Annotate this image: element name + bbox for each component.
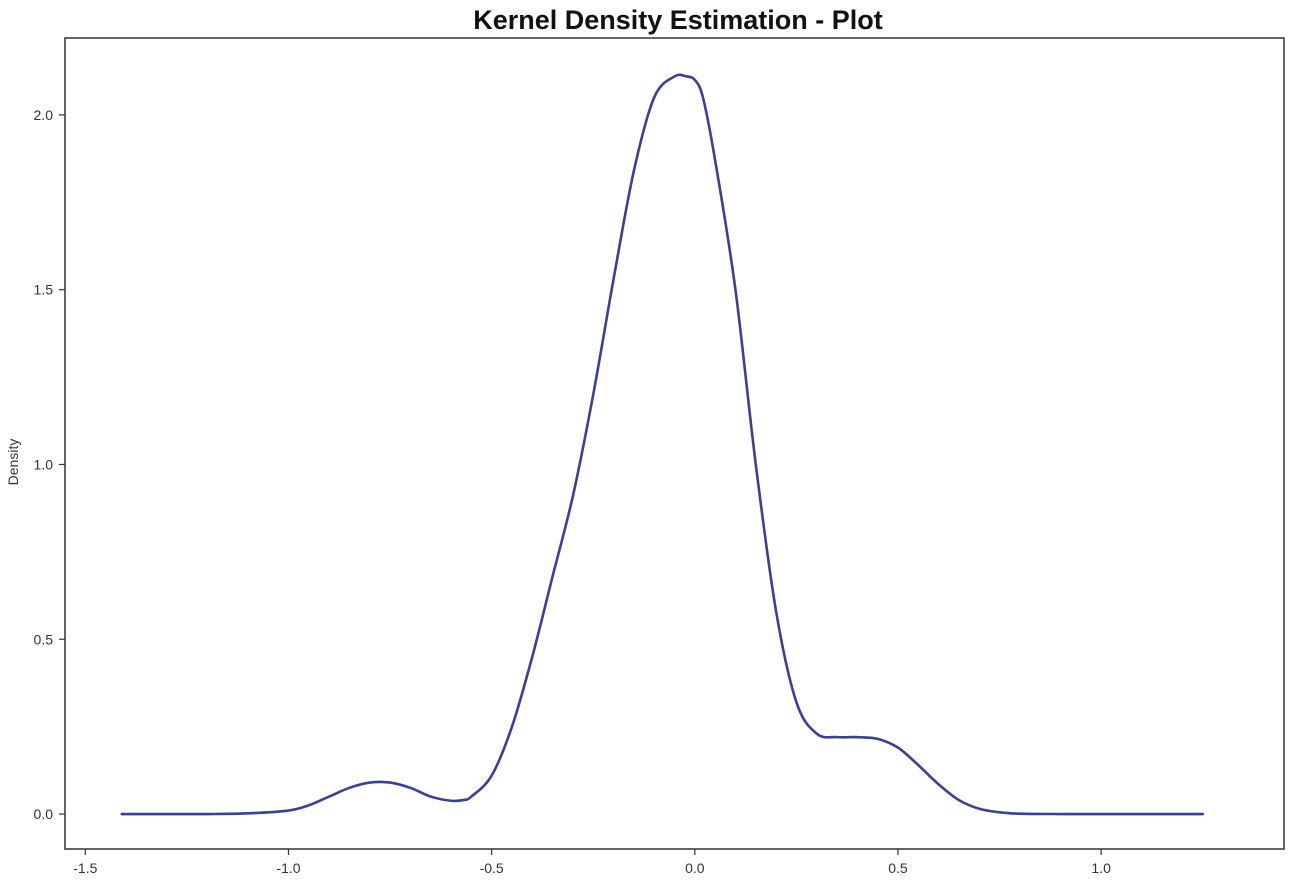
- y-tick-label: 2.0: [34, 107, 54, 123]
- x-tick-label: 0.0: [685, 860, 705, 876]
- x-tick-label: 1.0: [1091, 860, 1111, 876]
- y-tick-label: 1.5: [34, 282, 54, 298]
- y-axis: 0.0 0.5 1.0 1.5 2.0: [34, 107, 65, 822]
- y-tick-label: 0.5: [34, 631, 54, 647]
- x-axis: -1.5 -1.0 -0.5 0.0 0.5 1.0: [73, 849, 1111, 876]
- y-tick-label: 0.0: [34, 806, 54, 822]
- density-series-line-0: [120, 73, 1205, 816]
- x-tick-label: 0.5: [888, 860, 908, 876]
- y-axis-label: Density: [5, 439, 21, 486]
- series-layer: [120, 73, 1205, 816]
- chart-title: Kernel Density Estimation - Plot: [473, 5, 883, 35]
- plot-area-frame: [64, 37, 1285, 850]
- x-tick-label: -1.5: [73, 860, 97, 876]
- y-tick-label: 1.0: [34, 456, 54, 472]
- x-tick-label: -1.0: [276, 860, 300, 876]
- x-tick-label: -0.5: [480, 860, 504, 876]
